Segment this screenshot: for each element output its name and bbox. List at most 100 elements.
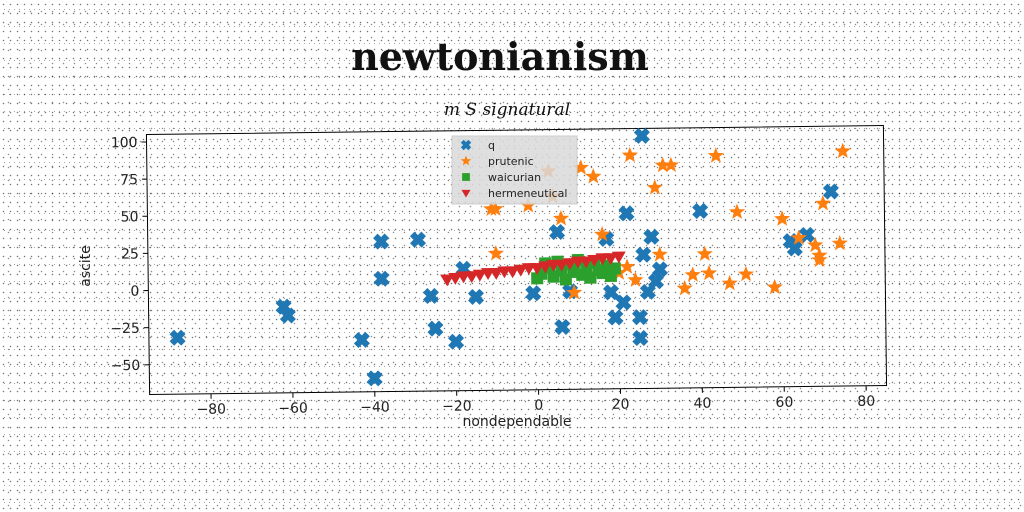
data-point — [766, 278, 783, 295]
data-point — [618, 205, 635, 222]
data-point — [587, 254, 602, 267]
data-point — [615, 294, 632, 311]
data-point — [834, 142, 851, 159]
plot-frame — [145, 125, 888, 396]
plot-area: −80 −60 −40 −20 0 20 40 60 80 −50 −25 0 25 50 75 100 — [110, 125, 888, 418]
data-point — [603, 284, 620, 301]
data-point — [607, 309, 624, 326]
data-point — [487, 245, 504, 261]
data-point — [373, 233, 390, 250]
data-point — [662, 156, 680, 173]
data-point — [603, 253, 618, 266]
y-axis-label: ascite — [78, 245, 94, 287]
data-point — [676, 279, 693, 296]
data-point — [427, 320, 444, 337]
data-point — [737, 265, 755, 282]
data-point — [549, 223, 566, 241]
data-point — [489, 267, 504, 280]
data-point — [505, 266, 520, 279]
x-tick-label: 80 — [857, 394, 875, 410]
data-point — [353, 331, 370, 348]
legend-marker — [461, 189, 471, 198]
data-point — [811, 251, 828, 267]
legend-label: waicurian — [488, 171, 541, 184]
y-tick-label: −50 — [111, 358, 141, 374]
data-point — [554, 259, 569, 272]
data-point — [632, 329, 649, 347]
legend-item: q — [460, 139, 495, 152]
data-point — [464, 271, 479, 284]
legend-marker — [462, 173, 470, 181]
data-point — [579, 256, 594, 269]
y-tick-label: 100 — [111, 135, 138, 151]
legend-item: prutenic — [460, 155, 534, 168]
data-point — [594, 225, 611, 242]
data-point — [530, 262, 545, 275]
x-tick-label: −40 — [360, 400, 390, 416]
data-point — [651, 261, 668, 278]
data-point — [467, 288, 485, 305]
data-point — [409, 231, 427, 248]
legend-label: hermeneutical — [488, 187, 567, 200]
data-point — [608, 262, 621, 275]
data-point — [646, 179, 663, 195]
y-tick-label: 0 — [130, 284, 139, 300]
data-point — [822, 183, 840, 200]
data-point — [831, 234, 848, 251]
data-point — [631, 309, 649, 326]
data-point — [554, 319, 571, 336]
data-point — [790, 229, 807, 245]
data-point — [798, 226, 815, 243]
legend: q prutenic waicurian hermeneutical — [451, 135, 578, 205]
data-point — [169, 329, 186, 346]
data-point — [538, 261, 553, 274]
legend-label: q — [488, 139, 495, 152]
x-tick-label: 0 — [534, 398, 543, 414]
data-point — [366, 370, 383, 387]
data-point — [572, 159, 589, 175]
legend-box — [451, 135, 578, 205]
data-point — [562, 258, 577, 271]
data-point — [684, 266, 701, 282]
data-point — [525, 285, 542, 302]
y-axis: −50 −25 0 25 50 75 100 — [110, 135, 150, 374]
data-point — [619, 258, 636, 274]
data-point — [807, 236, 824, 253]
data-point — [585, 168, 602, 184]
data-point — [635, 246, 652, 263]
chart-title: newtonianism — [351, 34, 649, 79]
y-tick-label: 25 — [121, 246, 139, 262]
data-point — [774, 210, 791, 226]
data-point — [728, 203, 746, 219]
x-tick-label: 40 — [694, 396, 712, 412]
data-point — [643, 228, 660, 245]
data-point — [707, 147, 724, 163]
data-point — [627, 271, 644, 288]
data-point — [786, 240, 803, 257]
data-point — [422, 287, 439, 305]
data-point — [520, 197, 537, 213]
data-point — [692, 202, 709, 220]
chart-subtitle: m S signatural — [444, 100, 570, 120]
y-tick-label: 50 — [121, 209, 139, 225]
data-point — [701, 264, 718, 281]
data-point — [721, 274, 738, 291]
x-tick-label: −80 — [196, 402, 226, 418]
data-point — [647, 273, 665, 290]
data-point — [552, 210, 570, 226]
legend-label: prutenic — [488, 155, 534, 168]
legend-marker — [460, 155, 472, 166]
data-point — [448, 272, 463, 285]
data-point — [654, 156, 671, 173]
data-point — [275, 298, 292, 315]
data-point — [566, 284, 583, 300]
data-point — [373, 270, 390, 287]
data-point — [279, 307, 296, 324]
y-tick-label: 75 — [120, 172, 138, 188]
x-tick-label: −60 — [278, 401, 308, 417]
x-tick-label: 60 — [775, 395, 793, 411]
data-point — [472, 269, 487, 282]
x-tick-label: 20 — [612, 397, 630, 413]
data-point — [696, 245, 713, 261]
